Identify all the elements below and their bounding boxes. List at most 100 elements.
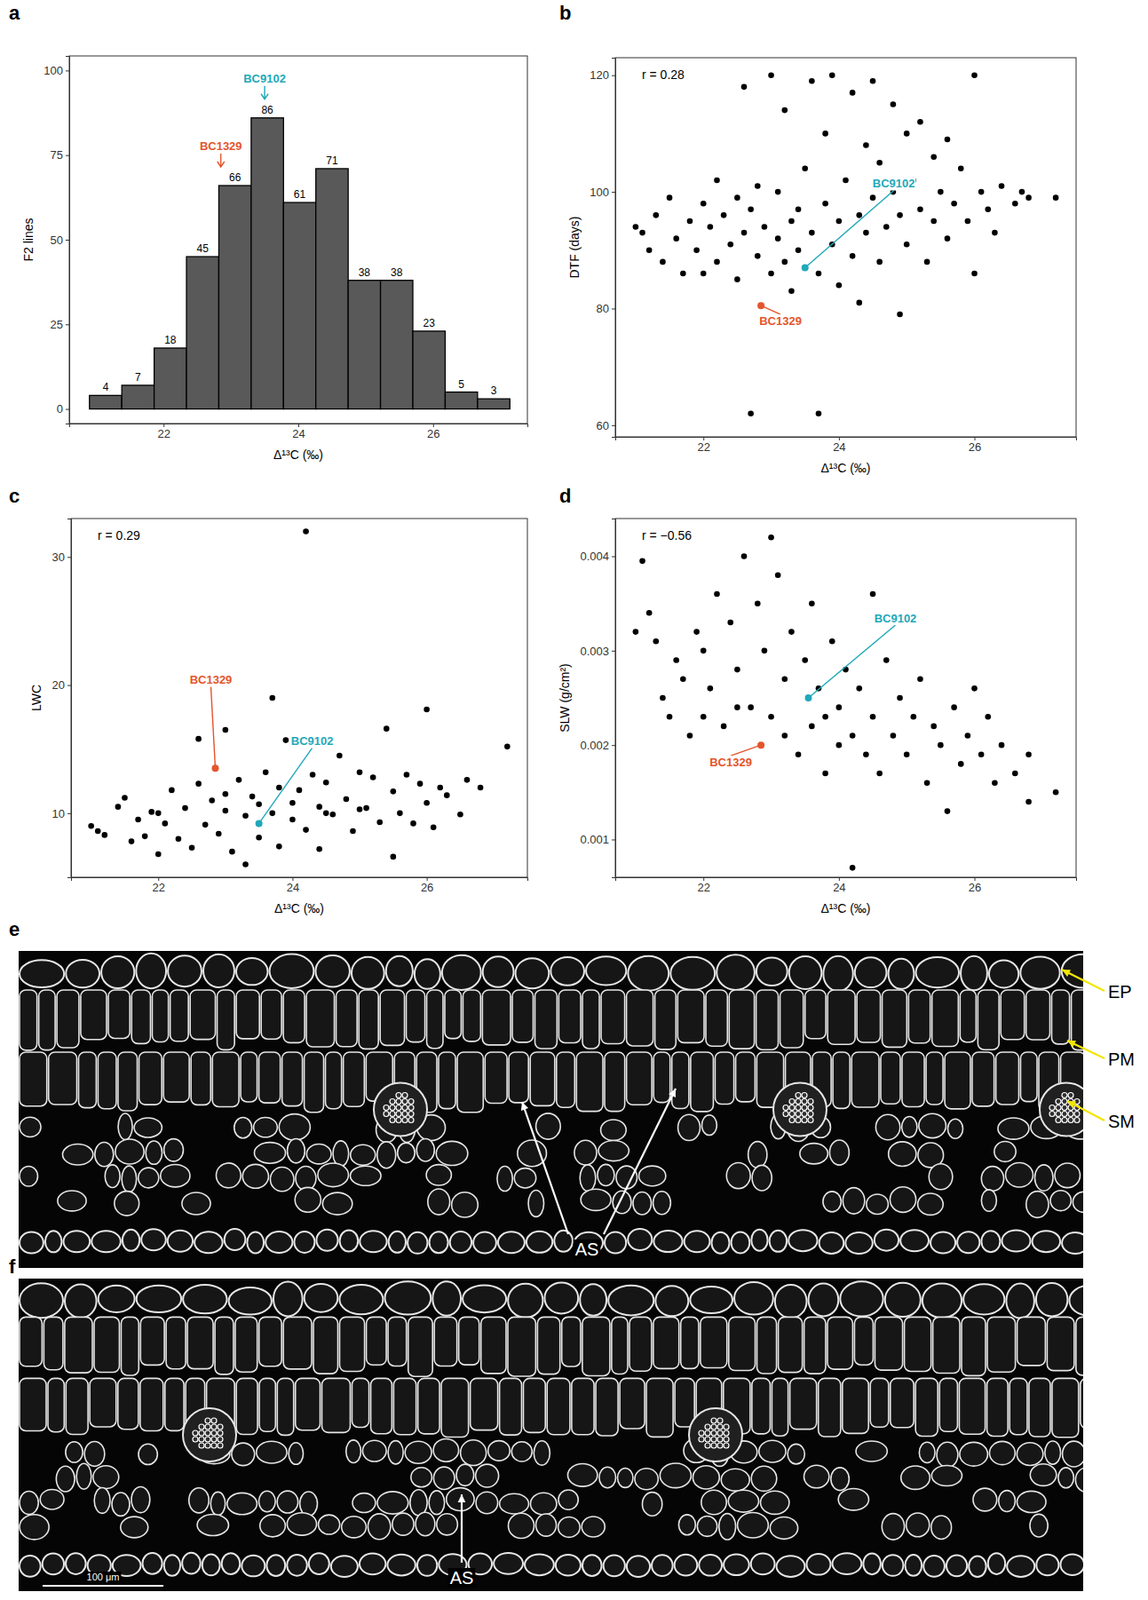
vascular-cell [389, 1117, 396, 1124]
palisade-cell [64, 1316, 93, 1373]
palisade-cell [427, 989, 444, 1049]
epidermis-cell [236, 957, 269, 985]
epidermis-cell [359, 1553, 386, 1576]
tick: 120 [589, 68, 616, 82]
point [984, 206, 991, 214]
label-background [758, 314, 803, 328]
palisade-cell [961, 1316, 986, 1376]
label-arrow-head [1067, 1040, 1077, 1048]
plot-background [615, 57, 1077, 437]
bar [218, 185, 251, 410]
spongy-cell [19, 1116, 41, 1137]
vascular-cell [1074, 1117, 1080, 1124]
vascular-cell [789, 1105, 795, 1111]
spongy-cell [318, 1514, 341, 1535]
epidermis-cell [604, 1232, 626, 1254]
spongy-cell [93, 1465, 119, 1489]
point [849, 864, 856, 871]
vascular-cell [1061, 1117, 1068, 1124]
tick-label: 60 [596, 419, 610, 433]
vascular-cell [217, 1442, 223, 1449]
tick: 22 [152, 877, 166, 895]
vascular-cell [723, 1442, 729, 1449]
point [289, 799, 296, 807]
spongy-cell [823, 1191, 841, 1212]
point [356, 806, 364, 813]
micrograph-background [18, 1278, 1084, 1592]
epidermis-cell [684, 1230, 711, 1252]
spongy-cell [19, 1166, 39, 1187]
epidermis-cell [957, 1231, 980, 1253]
point [249, 793, 256, 800]
marks [87, 528, 510, 868]
point [323, 810, 330, 817]
spongy-cell [829, 1140, 849, 1165]
spongy-cell [435, 1140, 468, 1165]
bar [251, 118, 284, 410]
spongy-cell [1029, 1464, 1057, 1487]
spongy-cell [277, 1490, 298, 1513]
palisade-cell [371, 1377, 393, 1434]
vascular-cell [205, 1417, 211, 1424]
spongy-cell [692, 1465, 720, 1489]
palisade-cell [240, 1052, 257, 1102]
point [666, 194, 673, 201]
epidermis-cell [653, 1230, 682, 1252]
point [957, 760, 965, 768]
spongy-cell [517, 1140, 547, 1167]
tick: 50 [50, 233, 70, 247]
vascular-cell [211, 1430, 217, 1436]
point [687, 218, 694, 225]
highlight-point [757, 741, 765, 749]
epidermis-cell [831, 1552, 862, 1575]
panel-label: a [8, 1, 21, 24]
point [734, 276, 741, 283]
vascular-cell [211, 1424, 217, 1430]
palisade-cell [482, 989, 511, 1046]
tick-label: 22 [158, 427, 171, 441]
point [436, 784, 444, 792]
point [741, 84, 748, 91]
vascular-cell [1068, 1092, 1074, 1099]
point [978, 189, 985, 196]
palisade-cell [277, 1377, 293, 1435]
tick-label: 0.002 [579, 738, 610, 753]
spongy-cell [427, 1188, 451, 1215]
spongy-cell [616, 1165, 638, 1189]
epidermis-cell [351, 957, 385, 990]
epidermis-cell [626, 1555, 650, 1577]
spongy-cell [451, 1192, 479, 1218]
palisade-cell [780, 989, 804, 1048]
palisade-cell [959, 989, 976, 1043]
vascular-cell [698, 1430, 705, 1436]
point [269, 810, 276, 817]
label-background [290, 734, 335, 748]
point [957, 166, 965, 173]
point [302, 826, 309, 833]
spongy-cell [397, 1142, 416, 1164]
palisade-cell [97, 1052, 117, 1109]
epidermis-cell [142, 1552, 162, 1575]
vascular-cell [1068, 1117, 1074, 1124]
point [208, 797, 215, 804]
label-background [573, 1239, 602, 1259]
point [808, 600, 816, 607]
point [356, 768, 364, 776]
spongy-cell [1016, 1490, 1046, 1513]
point [236, 776, 243, 784]
palisade-cell [313, 1316, 338, 1374]
annotation: BC9102 [243, 71, 286, 86]
palisade-cell [94, 1316, 119, 1372]
spongy-cell [881, 1513, 904, 1541]
epidermis-cell [64, 1284, 97, 1319]
epidermis-cell [19, 959, 64, 988]
epidermis-cell [585, 956, 626, 985]
vascular-bundle [773, 1083, 827, 1137]
scale-bar [42, 1584, 164, 1587]
spongy-cell [138, 1167, 159, 1188]
spongy-cell [831, 1467, 850, 1491]
spongy-cell [115, 1139, 144, 1164]
point [984, 713, 991, 721]
palisade-cell [1017, 1316, 1046, 1365]
epidermis-cell [751, 1553, 776, 1576]
